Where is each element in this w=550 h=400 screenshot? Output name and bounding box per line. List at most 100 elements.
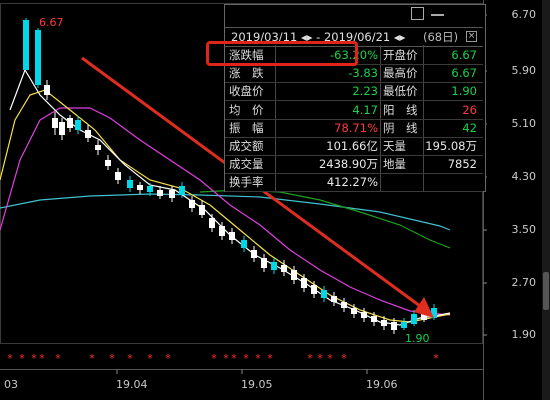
candle-body	[115, 172, 121, 180]
candle-body	[229, 232, 235, 240]
y-axis-label: 1.90	[511, 328, 537, 341]
date-range[interactable]: 2019/03/11 ◂▸ - 2019/06/21 ◂▸	[231, 30, 406, 44]
signal-marker: *	[433, 352, 439, 365]
trend-arrow-head	[414, 297, 434, 318]
stat-value: 412.27%	[326, 175, 378, 190]
ma120-line	[0, 193, 451, 231]
stat-value: 2.23	[352, 84, 378, 99]
candle-body	[179, 186, 185, 195]
maximize-icon[interactable]	[411, 7, 424, 20]
y-axis-label: 3.50	[511, 223, 537, 236]
stats-row: 振 幅 78.71% 阴 线 42	[225, 119, 483, 138]
candle-body	[391, 322, 397, 330]
signal-marker: *	[243, 352, 249, 365]
signal-marker: *	[341, 352, 347, 365]
signal-marker: *	[327, 352, 333, 365]
candle-body	[147, 186, 153, 192]
close-icon[interactable]: ×	[466, 31, 477, 42]
stat-value: 195.08万	[425, 139, 477, 153]
candle-body	[241, 240, 247, 248]
interval-stats-panel: 2019/03/11 ◂▸ - 2019/06/21 ◂▸ (68日) × 涨跌…	[224, 4, 486, 193]
stat-value: 1.90	[451, 84, 477, 99]
stat-label: 成交额	[229, 139, 264, 153]
candle-body	[361, 312, 367, 318]
candle-body	[401, 322, 407, 328]
stat-value: 6.67	[451, 66, 477, 81]
ma20-line	[0, 107, 451, 316]
stats-row: 涨跌幅 -63.20% 开盘价 6.67	[225, 46, 483, 65]
scrollbar[interactable]	[542, 0, 550, 400]
stat-label: 均 价	[229, 102, 264, 117]
stat-label: 最低价	[383, 84, 418, 99]
stats-row: 成交额 101.66亿 天量 195.08万	[225, 137, 483, 156]
scrollbar-thumb[interactable]	[543, 272, 549, 310]
stat-value: 26	[462, 102, 477, 117]
signal-marker: *	[55, 352, 61, 365]
low-price-tag: 1.90	[405, 332, 430, 345]
signal-marker: *	[317, 352, 323, 365]
candle-body	[52, 118, 58, 128]
high-price-tag: 6.67	[39, 16, 64, 29]
candle-body	[351, 308, 357, 314]
candle-body	[189, 200, 195, 208]
stat-value	[425, 173, 477, 191]
y-axis-label: 4.30	[511, 170, 537, 183]
minimize-icon[interactable]	[431, 14, 444, 16]
column-divider	[423, 45, 424, 191]
candle-body	[431, 308, 437, 318]
stat-label: 天量	[383, 139, 406, 153]
stats-row: 均 价 4.17 阳 线 26	[225, 101, 483, 120]
candle-body	[209, 218, 215, 228]
candle-body	[271, 262, 277, 270]
stat-value: 78.71%	[334, 120, 378, 135]
candle-body	[261, 258, 267, 268]
y-axis-label: 6.70	[511, 8, 537, 21]
candle-body	[321, 290, 327, 298]
stat-label: 振 幅	[229, 120, 264, 135]
signal-marker: *	[39, 352, 45, 365]
column-divider	[275, 45, 276, 191]
y-axis-label: 2.70	[511, 276, 537, 289]
panel-header: 2019/03/11 ◂▸ - 2019/06/21 ◂▸ (68日) ×	[225, 27, 483, 47]
stats-row: 收盘价 2.23 最低价 1.90	[225, 82, 483, 102]
highlight-box	[206, 41, 358, 66]
candle-body	[371, 316, 377, 322]
stat-value: -3.83	[348, 66, 378, 81]
stat-label: 成交量	[229, 157, 264, 172]
signal-marker: *	[307, 352, 313, 365]
x-axis-label: 19.04	[116, 378, 148, 391]
signal-marker: *	[255, 352, 261, 365]
signal-marker: *	[223, 352, 229, 365]
signal-marker: *	[31, 352, 37, 365]
stat-label: 阴 线	[383, 120, 418, 135]
stat-value: 4.17	[352, 102, 378, 117]
candle-body	[381, 320, 387, 326]
candle-body	[35, 30, 41, 85]
stat-value: 7852	[447, 157, 477, 172]
stat-label: 开盘价	[383, 48, 418, 62]
stats-row: 涨 跌 -3.83 最高价 6.67	[225, 64, 483, 84]
candle-body	[157, 190, 163, 196]
stat-value: 2438.90万	[318, 157, 378, 172]
candle-body	[127, 180, 133, 188]
stat-label: 地量	[383, 157, 406, 172]
signal-marker: *	[165, 352, 171, 365]
signal-marker: *	[267, 352, 273, 365]
y-axis-label: 5.10	[511, 117, 537, 130]
signal-marker: *	[147, 352, 153, 365]
stat-value: 101.66亿	[326, 139, 378, 153]
panel-toolbar	[225, 5, 483, 25]
signal-marker: *	[19, 352, 25, 365]
signal-marker: *	[7, 352, 13, 365]
y-axis-label: 5.90	[511, 64, 537, 77]
signal-marker: *	[109, 352, 115, 365]
candle-body	[291, 270, 297, 280]
signal-marker: *	[89, 352, 95, 365]
candle-body	[95, 145, 101, 150]
candle-body	[169, 190, 175, 198]
candle-body	[67, 118, 73, 128]
candle-body	[59, 122, 65, 135]
x-axis-label: 19.05	[241, 378, 273, 391]
signal-marker: *	[211, 352, 217, 365]
